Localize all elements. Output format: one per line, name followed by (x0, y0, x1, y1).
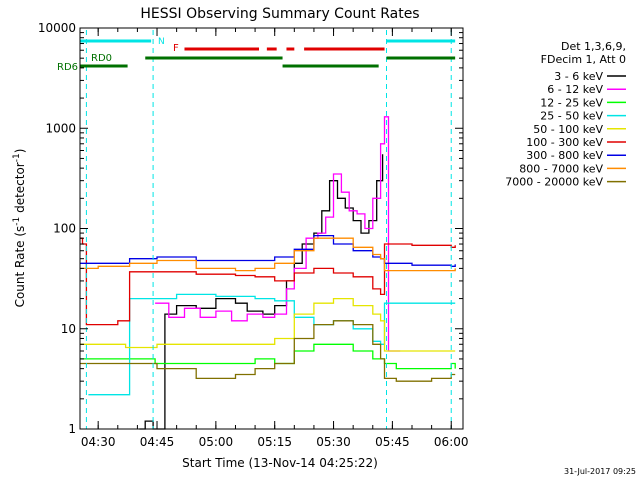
y-axis-label-mid: detector (13, 162, 27, 217)
legend-label-12-25-kev: 12 - 25 keV (540, 96, 603, 109)
legend-label-100-300-kev: 100 - 300 keV (526, 136, 603, 149)
y-axis-label-main: Count Rate (s (13, 226, 27, 308)
y-axis-label: Count Rate (s-1 detector-1) (12, 149, 27, 308)
chart-title: HESSI Observing Summary Count Rates (140, 6, 419, 22)
legend-label-800-7000-kev: 800 - 7000 keV (519, 162, 603, 175)
x-tick-label-04-45: 04:45 (140, 435, 175, 449)
legend: Det 1,3,6,9, FDecim 1, Att 0 3 - 6 keV6 … (505, 40, 626, 189)
state-label-rd6: RD6 (57, 62, 78, 73)
series-line-6-12-kev (155, 116, 401, 352)
x-tick-label-05-15: 05:15 (257, 435, 292, 449)
x-tick-label-05-00: 05:00 (199, 435, 234, 449)
state-bar-layer (80, 39, 456, 68)
series-line-800-7000-kev (80, 237, 456, 272)
series-line-3-6-kev (139, 154, 384, 430)
series-line-12-25-kev (80, 343, 456, 370)
y-tick-label-1000: 1000 (45, 121, 76, 135)
x-axis-label: Start Time (13-Nov-14 04:25:22) (182, 456, 378, 470)
y-axis-label-end: ) (13, 149, 27, 154)
legend-header-line2: FDecim 1, Att 0 (541, 53, 626, 66)
x-tick-label-06-00: 06:00 (434, 435, 469, 449)
series-layer (80, 30, 456, 430)
legend-label-6-12-kev: 6 - 12 keV (547, 83, 603, 96)
state-label-f: F (173, 43, 179, 54)
legend-label-50-100-kev: 50 - 100 keV (533, 123, 603, 136)
y-tick-label-100: 100 (53, 222, 76, 236)
series-line-50-100-kev (80, 297, 456, 352)
legend-label-7000-20000-kev: 7000 - 20000 keV (505, 176, 603, 189)
y-axis-label-sup2: -1 (12, 153, 22, 162)
series-line-25-50-kev (88, 293, 456, 396)
series-line-100-300-kev (80, 237, 456, 326)
y-tick-label-1: 1 (68, 422, 76, 436)
legend-label-25-50-kev: 25 - 50 keV (540, 110, 603, 123)
legend-label-3-6-kev: 3 - 6 keV (554, 70, 603, 83)
series-line-7000-20000-kev (80, 320, 456, 382)
x-tick-label-05-30: 05:30 (316, 435, 351, 449)
generation-timestamp: 31-Jul-2017 09:25 (564, 467, 636, 476)
x-tick-label-05-45: 05:45 (375, 435, 410, 449)
state-label-n: N (158, 37, 165, 47)
legend-label-300-800-kev: 300 - 800 keV (526, 149, 603, 162)
state-label-rd0: RD0 (91, 53, 112, 64)
y-tick-label-10000: 10000 (38, 21, 76, 35)
legend-header-line1: Det 1,3,6,9, (561, 40, 626, 53)
axis-tick-layer: 1 10 100 1000 10000 04:30 04:45 05:00 05:15 05:30… (38, 21, 469, 449)
x-tick-label-04-30: 04:30 (81, 435, 116, 449)
series-line-300-800-kev (80, 234, 456, 267)
y-axis-label-sup1: -1 (12, 217, 22, 226)
y-tick-label-10: 10 (61, 322, 76, 336)
